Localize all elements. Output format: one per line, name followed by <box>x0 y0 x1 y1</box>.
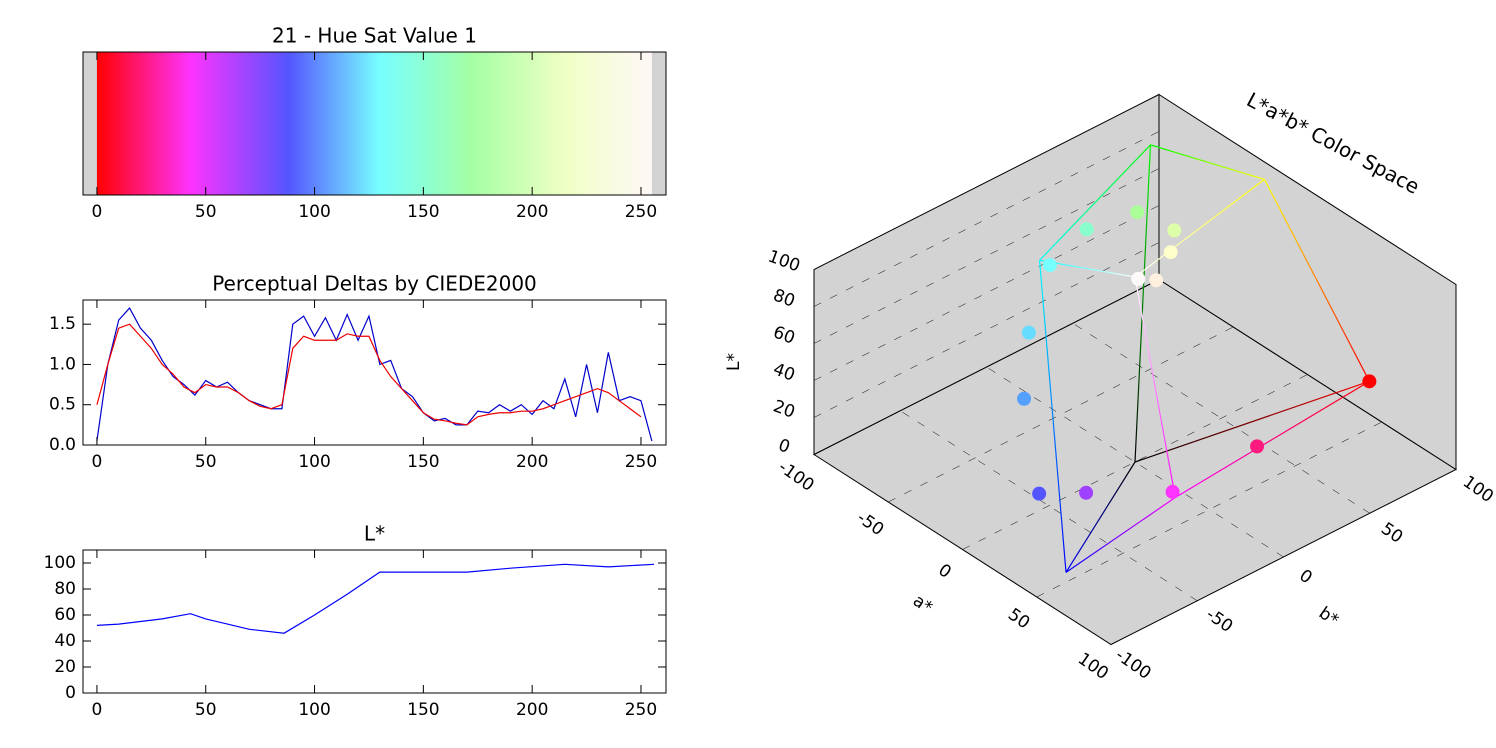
data-line <box>96 323 642 426</box>
colorbar <box>96 52 652 195</box>
x-tick-label: -100 <box>774 457 817 496</box>
colormap-point <box>1079 222 1094 237</box>
y-tick-label: 50 <box>1377 519 1406 548</box>
gamut-edge <box>1039 144 1151 261</box>
x-tick-label: 50 <box>1004 605 1033 634</box>
x-tick-label: 50 <box>195 202 217 222</box>
y-tick-label: 100 <box>1459 472 1496 507</box>
y-tick-label: 60 <box>54 605 76 625</box>
z-tick-label: 60 <box>770 322 797 348</box>
gamut-edge <box>1134 144 1152 463</box>
chart-title: Perceptual Deltas by CIEDE2000 <box>212 272 537 296</box>
colormap-point <box>1032 486 1047 501</box>
colormap-point <box>1362 374 1377 389</box>
y-grid-line <box>986 366 1284 558</box>
colormap-point <box>1165 484 1180 499</box>
x-tick-label: 0 <box>92 202 103 222</box>
z-tick-label: 40 <box>770 359 797 385</box>
colormap-point <box>1021 325 1036 340</box>
z-axis-label: L* <box>724 353 744 371</box>
gamut-edge <box>1134 276 1176 498</box>
y-tick-label: 1.0 <box>49 354 76 374</box>
gamut-edge <box>1065 461 1136 573</box>
z-tick-label: 20 <box>770 396 797 422</box>
x-tick-label: 150 <box>407 700 439 720</box>
y-tick-label: 80 <box>54 579 76 599</box>
x-tick-label: 50 <box>195 452 217 472</box>
gamut-edge <box>1038 260 1067 573</box>
x-tick-label: 200 <box>516 452 548 472</box>
z-tick-label: 80 <box>770 285 797 311</box>
plot-frame <box>82 299 667 446</box>
data-line <box>96 307 653 442</box>
x-tick-label: 0 <box>92 700 103 720</box>
y-tick-label: 20 <box>54 657 76 677</box>
z-tick-label: 100 <box>765 247 802 277</box>
y-grid-line <box>1158 279 1457 470</box>
colormap-point <box>1149 273 1164 288</box>
y-tick-label: -100 <box>1111 645 1154 684</box>
back-wall <box>1158 93 1457 471</box>
gamut-edge <box>1134 178 1265 278</box>
y-grid-line <box>900 410 1198 601</box>
z-tick-label: 0 <box>775 435 792 457</box>
x-tick-label: -50 <box>853 508 887 540</box>
y-tick-label: 0.5 <box>49 395 76 415</box>
x-tick-label: 250 <box>625 202 657 222</box>
gamut-edge <box>1150 144 1265 180</box>
y-tick-label: 0 <box>65 683 76 703</box>
x-tick-label: 50 <box>195 700 217 720</box>
x-tick-label: 0 <box>92 452 103 472</box>
gamut-edge <box>1263 179 1370 382</box>
y-tick-label: 40 <box>54 631 76 651</box>
colormap-point <box>1079 485 1094 500</box>
gamut-edge <box>1065 496 1176 573</box>
y-grid-line <box>1072 323 1370 514</box>
x-tick-label: 200 <box>516 202 548 222</box>
colormap-point <box>1130 205 1145 220</box>
colormap-point <box>1042 258 1057 273</box>
x-tick-label: 150 <box>407 202 439 222</box>
x-tick-label: 250 <box>625 452 657 472</box>
x-tick-label: 200 <box>516 700 548 720</box>
x-tick-label: 0 <box>934 560 954 583</box>
x-tick-label: 100 <box>298 452 330 472</box>
y-grid-line <box>813 454 1112 645</box>
y-tick-label: 1.5 <box>49 314 76 334</box>
x-tick-label: 100 <box>1074 649 1112 684</box>
y-axis-label: b* <box>1315 603 1342 630</box>
x-axis-label: a* <box>909 591 936 618</box>
plot-frame <box>82 549 667 694</box>
plot-frame <box>82 51 667 196</box>
colormap-point <box>1017 391 1032 406</box>
gamut-edge <box>1174 380 1370 498</box>
x-tick-label: 250 <box>625 700 657 720</box>
chart-title: 21 - Hue Sat Value 1 <box>272 24 477 48</box>
x-tick-label: 100 <box>298 700 330 720</box>
x-tick-label: 100 <box>298 202 330 222</box>
colormap-point <box>1163 245 1178 260</box>
colormap-point <box>1131 271 1146 286</box>
y-tick-label: -50 <box>1202 605 1236 637</box>
y-tick-label: 0.0 <box>49 435 76 455</box>
y-tick-label: 0 <box>1295 566 1315 589</box>
gamut-edge <box>1134 380 1370 463</box>
chart-title: L* <box>364 522 385 546</box>
x-tick-label: 150 <box>407 452 439 472</box>
colormap-point <box>1167 223 1182 238</box>
data-line <box>96 563 655 634</box>
colormap-point <box>1250 439 1265 454</box>
y-tick-label: 100 <box>44 553 76 573</box>
